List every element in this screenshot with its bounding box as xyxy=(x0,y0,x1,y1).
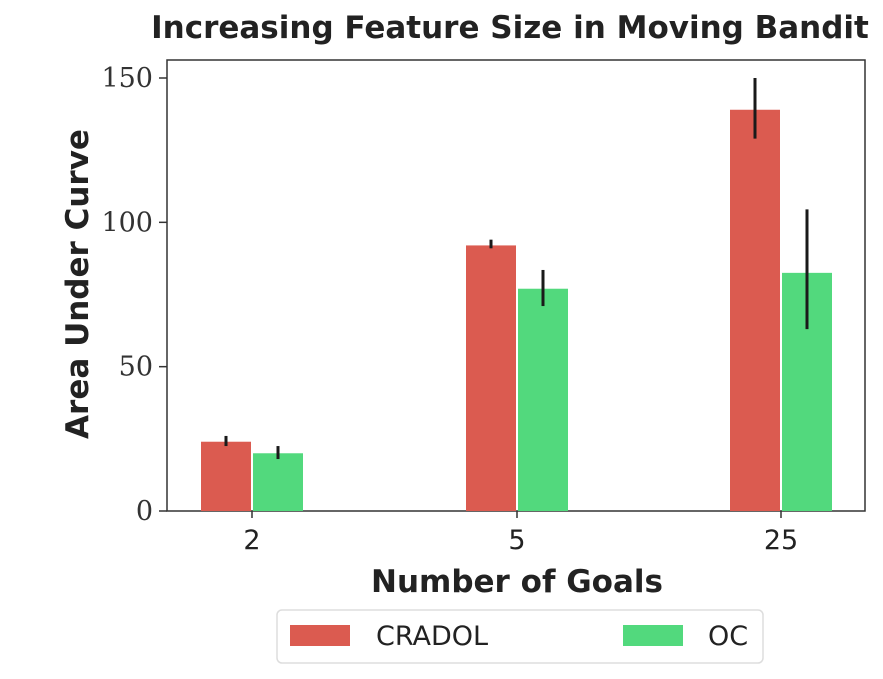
y-axis-ticks: 0 50 100 150 xyxy=(101,63,167,527)
chart-title: Increasing Feature Size in Moving Bandit xyxy=(151,10,869,46)
bar-oc-5 xyxy=(518,288,568,511)
y-tick-label: 0 xyxy=(136,496,153,527)
y-tick-label: 50 xyxy=(119,352,153,383)
legend-label-cradol: CRADOL xyxy=(376,621,488,652)
error-bars xyxy=(224,78,809,460)
legend-swatch-cradol xyxy=(290,625,350,646)
bar-cradol-25 xyxy=(730,109,780,512)
legend: CRADOL OC xyxy=(276,609,764,664)
y-tick-label: 150 xyxy=(101,63,153,94)
legend-swatch-oc xyxy=(623,625,683,646)
x-tick-label: 25 xyxy=(764,525,798,556)
x-tick-label: 5 xyxy=(508,525,525,556)
y-axis-label: Area Under Curve xyxy=(60,129,96,439)
bar-cradol-2 xyxy=(201,441,251,511)
bar-cradol-5 xyxy=(466,245,516,511)
legend-box xyxy=(276,609,764,664)
legend-label-oc: OC xyxy=(708,621,748,652)
x-axis-label: Number of Goals xyxy=(371,564,663,600)
y-tick-label: 100 xyxy=(101,207,153,238)
bars xyxy=(201,109,832,512)
bar-oc-2 xyxy=(253,453,303,511)
x-tick-label: 2 xyxy=(243,525,260,556)
x-axis-ticks: 2 5 25 xyxy=(243,511,798,556)
